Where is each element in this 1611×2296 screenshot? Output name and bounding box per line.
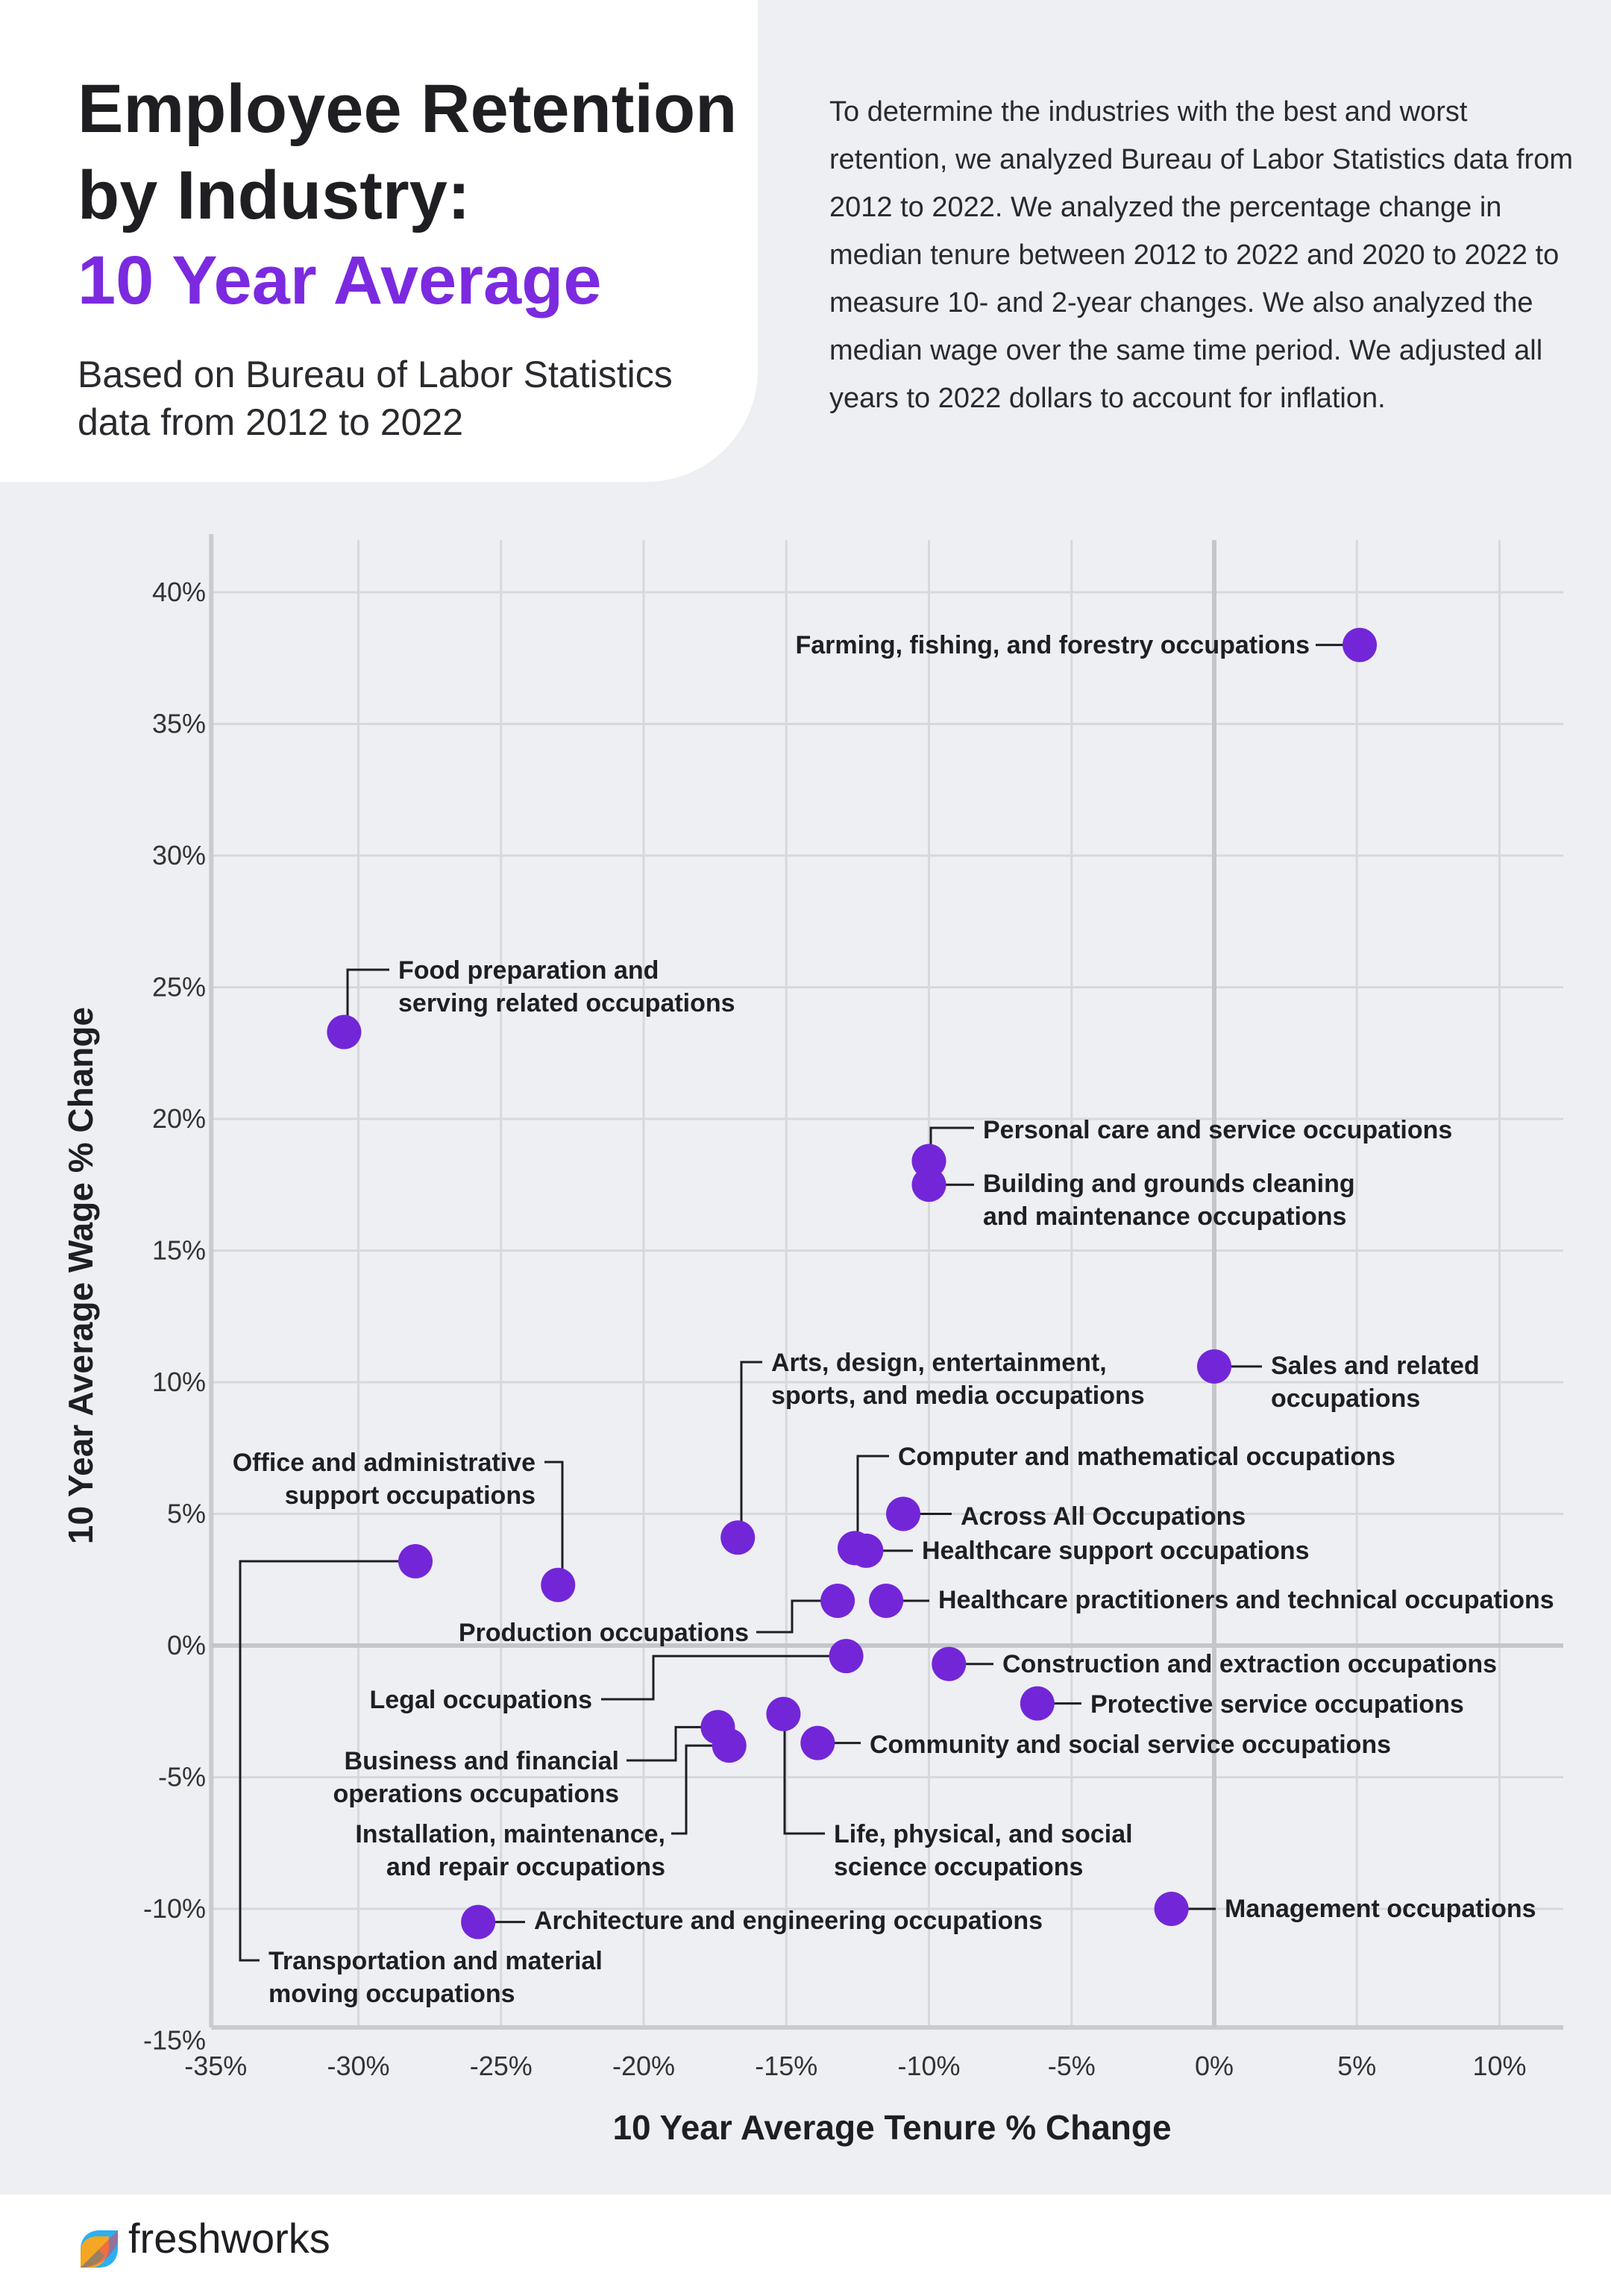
point-label: Healthcare support occupations xyxy=(922,1537,1310,1565)
y-tick-label: -10% xyxy=(143,1893,206,1924)
point-label: Protective service occupations xyxy=(1090,1690,1464,1719)
page-title-line-1: Employee Retention xyxy=(78,71,738,147)
x-axis-title: 10 Year Average Tenure % Change xyxy=(612,2108,1171,2147)
x-tick-label: -30% xyxy=(327,2051,389,2081)
page-subtitle: Based on Bureau of Labor Statistics data… xyxy=(78,351,734,446)
page-title-highlight: 10 Year Average xyxy=(78,242,602,319)
data-point xyxy=(911,1167,946,1202)
point-label: Across All Occupations xyxy=(961,1502,1246,1531)
data-point xyxy=(1197,1349,1231,1384)
data-point xyxy=(720,1520,756,1555)
point-label: serving related occupations xyxy=(398,989,735,1017)
y-axis-title: 10 Year Average Wage % Change xyxy=(61,1007,100,1544)
point-label: Arts, design, entertainment, xyxy=(771,1349,1107,1377)
freshworks-logo-text: freshworks xyxy=(128,2215,330,2262)
data-point xyxy=(820,1583,855,1618)
point-label: and maintenance occupations xyxy=(983,1202,1346,1231)
data-point xyxy=(1154,1892,1189,1926)
data-point xyxy=(800,1725,835,1760)
x-tick-label: -15% xyxy=(755,2051,817,2081)
point-label: Food preparation and xyxy=(398,956,659,985)
leader-line xyxy=(239,1560,419,1962)
data-point xyxy=(886,1496,921,1531)
y-tick-label: 30% xyxy=(152,840,206,871)
point-label: sports, and media occupations xyxy=(771,1381,1145,1410)
point-label: occupations xyxy=(1271,1384,1420,1413)
page-title-line-2: by Industry: xyxy=(78,157,471,233)
data-point xyxy=(829,1639,864,1674)
point-label: Community and social service occupations xyxy=(870,1731,1391,1759)
x-tick-label: -35% xyxy=(184,2051,247,2081)
point-label: Architecture and engineering occupations xyxy=(534,1907,1043,1935)
point-label: Legal occupations xyxy=(370,1686,593,1714)
point-label: Building and grounds cleaning xyxy=(983,1170,1355,1198)
point-label: Installation, maintenance, xyxy=(355,1820,665,1848)
x-tick-label: 10% xyxy=(1472,2051,1526,2081)
data-point xyxy=(541,1567,576,1602)
x-tick-label: -25% xyxy=(470,2051,533,2081)
point-label: Business and financial xyxy=(345,1747,619,1775)
data-point xyxy=(712,1728,747,1763)
y-tick-label: 25% xyxy=(152,972,206,1003)
x-tick-label: -5% xyxy=(1048,2051,1096,2081)
data-point xyxy=(869,1583,904,1618)
leader-line xyxy=(856,1455,889,1549)
scatter-chart: -15% -10% -5% 0% 5% 10% 15% 20% 25% 30% 35% 40% -35%… xyxy=(61,534,1563,2147)
leader-line xyxy=(671,1744,720,1835)
leader-line xyxy=(601,1654,846,1701)
data-point xyxy=(461,1904,496,1939)
y-tick-label: 0% xyxy=(167,1630,206,1660)
data-point xyxy=(849,1533,884,1568)
point-label: Construction and extraction occupations xyxy=(1002,1650,1497,1678)
y-tick-label: 10% xyxy=(152,1367,206,1397)
point-label: Sales and related xyxy=(1271,1352,1480,1380)
data-point xyxy=(1342,627,1378,662)
leader-line xyxy=(346,968,389,1032)
data-point xyxy=(327,1014,362,1050)
x-tick-label: -20% xyxy=(612,2051,675,2081)
point-label: science occupations xyxy=(834,1853,1083,1881)
leader-line xyxy=(783,1713,825,1835)
y-tick-label: -15% xyxy=(143,2025,206,2056)
footer xyxy=(0,2195,1611,2296)
x-tick-label: 0% xyxy=(1195,2051,1234,2081)
point-label: operations occupations xyxy=(333,1780,620,1808)
title-card xyxy=(0,0,758,482)
point-label: Personal care and service occupations xyxy=(983,1116,1452,1144)
leader-line xyxy=(626,1725,720,1762)
y-tick-label: 20% xyxy=(152,1103,206,1134)
point-label: Office and administrative xyxy=(233,1449,536,1477)
leader-line xyxy=(740,1361,762,1538)
point-label: Production occupations xyxy=(459,1619,749,1647)
intro-paragraph: To determine the industries with the bes… xyxy=(829,96,1573,414)
y-tick-label: 5% xyxy=(167,1499,206,1529)
data-point xyxy=(398,1544,433,1579)
y-tick-label: -5% xyxy=(158,1762,206,1792)
data-point xyxy=(932,1646,967,1681)
freshworks-logo-icon xyxy=(81,2230,118,2268)
point-label: Computer and mathematical occupations xyxy=(898,1443,1395,1471)
y-tick-label: 40% xyxy=(152,577,206,607)
point-label: Farming, fishing, and forestry occupatio… xyxy=(795,631,1310,659)
data-point xyxy=(766,1696,801,1731)
point-label: Healthcare practitioners and technical o… xyxy=(938,1586,1554,1614)
point-label: moving occupations xyxy=(268,1980,515,2008)
subtitle-line-2: data from 2012 to 2022 xyxy=(78,401,464,443)
point-label: support occupations xyxy=(285,1481,536,1510)
leader-line xyxy=(756,1599,837,1634)
subtitle-line-1: Based on Bureau of Labor Statistics xyxy=(78,354,673,395)
point-label: Management occupations xyxy=(1225,1895,1536,1923)
point-label: Transportation and material xyxy=(268,1947,603,1975)
x-tick-label: -10% xyxy=(897,2051,960,2081)
y-tick-label: 15% xyxy=(152,1235,206,1266)
x-tick-label: 5% xyxy=(1337,2051,1376,2081)
y-tick-label: 35% xyxy=(152,709,206,739)
data-point xyxy=(911,1144,946,1179)
data-point xyxy=(1020,1686,1055,1721)
point-label: and repair occupations xyxy=(386,1853,665,1881)
point-label: Life, physical, and social xyxy=(834,1820,1133,1848)
leader-line xyxy=(544,1461,564,1585)
